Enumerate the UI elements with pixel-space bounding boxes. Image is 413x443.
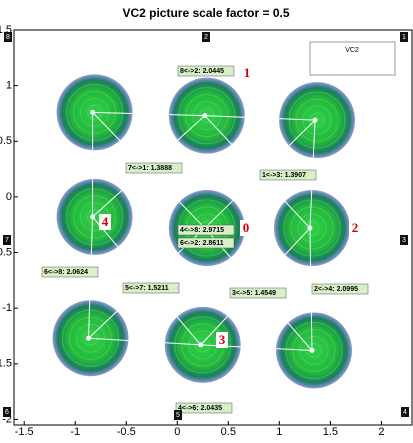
- corner-label: 2: [204, 34, 208, 41]
- spot-label: 3: [219, 332, 226, 347]
- watermark: Igor: [350, 367, 395, 397]
- chart-title: VC2 picture scale factor = 0.5: [122, 6, 289, 20]
- corner-label: 1: [402, 34, 406, 41]
- x-tick-label: -0.5: [117, 426, 136, 438]
- x-tick-label: -1: [70, 426, 80, 438]
- annotation: 7<->1: 1.3888: [128, 165, 172, 172]
- page: {"chart_data": {"type": "scatter", "titl…: [0, 0, 413, 438]
- x-tick-label: 1: [276, 426, 282, 438]
- corner-label: 5: [176, 412, 180, 419]
- annotation: 4<->8: 2.9715: [180, 227, 224, 234]
- point: [307, 226, 312, 231]
- corner-label: 7: [5, 237, 9, 244]
- corner-label: 3: [402, 237, 406, 244]
- point: [309, 348, 314, 353]
- x-tick-label: 0.5: [221, 426, 236, 438]
- point: [198, 342, 203, 347]
- legend-text: VC2: [345, 47, 359, 54]
- corner-label: 4: [403, 409, 407, 416]
- annotation: 3<->5: 1.4549: [232, 290, 276, 297]
- x-tick-label: -1.5: [15, 426, 34, 438]
- spot-label: 1: [244, 65, 251, 80]
- point: [86, 336, 91, 341]
- annotation: 8<->2: 2.0445: [180, 68, 224, 75]
- corner-label: 6: [5, 409, 9, 416]
- y-tick-label: -1.5: [0, 358, 12, 370]
- spot-label: 4: [102, 214, 109, 229]
- annotation: 5<->7: 1.5211: [125, 285, 169, 292]
- annotation: 4<->6: 2.0435: [178, 405, 222, 412]
- point: [313, 118, 318, 123]
- annotation: 6<->8: 2.0624: [44, 269, 88, 276]
- y-tick-label: 0: [6, 191, 12, 203]
- annotation: 1<->3: 1.3907: [262, 172, 306, 179]
- spot-label: 2: [352, 220, 359, 235]
- y-tick-label: 0.5: [0, 135, 12, 147]
- annotation: 6<->2: 2.8611: [180, 240, 224, 247]
- y-tick-label: -0.5: [0, 246, 12, 258]
- x-tick-label: 2: [378, 426, 384, 438]
- x-tick-label: 0: [174, 426, 180, 438]
- spot-label: 0: [243, 220, 250, 235]
- point: [90, 214, 95, 219]
- chart: VC2 picture scale factor = 0.5 VC2 -1.5 -…: [0, 0, 413, 438]
- point: [90, 110, 95, 115]
- corner-label: 8: [6, 34, 10, 41]
- annotation: 2<->4: 2.0995: [314, 286, 358, 293]
- y-tick-label: -1: [2, 302, 12, 314]
- point: [202, 113, 207, 118]
- x-tick-label: 1.5: [323, 426, 338, 438]
- y-tick-label: 1: [6, 80, 12, 92]
